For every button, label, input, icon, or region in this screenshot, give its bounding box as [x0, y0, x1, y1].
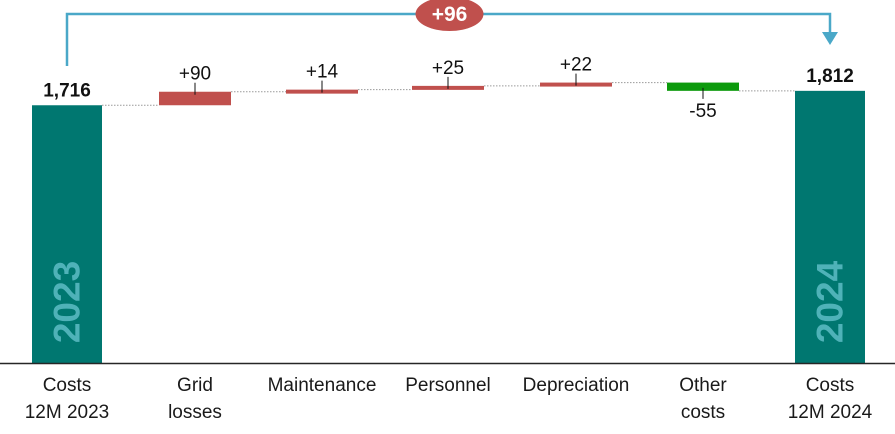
data-label: 1,716: [43, 80, 91, 101]
data-label: -55: [689, 101, 716, 122]
category-label: Other costs: [679, 375, 727, 423]
data-label: +22: [560, 55, 592, 76]
total-bar: [795, 90, 865, 364]
category-label: Costs 12M 2024: [787, 375, 873, 423]
data-label: 1,812: [806, 66, 854, 87]
category-label: Personnel: [405, 375, 491, 396]
change-badge: [415, 0, 484, 31]
category-label: Grid losses: [168, 375, 222, 423]
total-bar-year-label: 2024: [810, 260, 851, 343]
change-badge-label: +96: [432, 3, 468, 26]
category-label: Maintenance: [267, 375, 377, 396]
data-label: +90: [179, 64, 211, 85]
delta-bar: [159, 91, 231, 106]
total-bar: [32, 105, 102, 363]
delta-bar: [667, 82, 739, 91]
data-label: +14: [306, 62, 339, 83]
total-bar-year-label: 2023: [47, 261, 88, 343]
category-label: Costs 12M 2023: [24, 375, 110, 423]
change-bracket-arrowhead: [822, 32, 838, 45]
data-label: +25: [432, 58, 464, 79]
category-label: Depreciation: [522, 375, 630, 396]
